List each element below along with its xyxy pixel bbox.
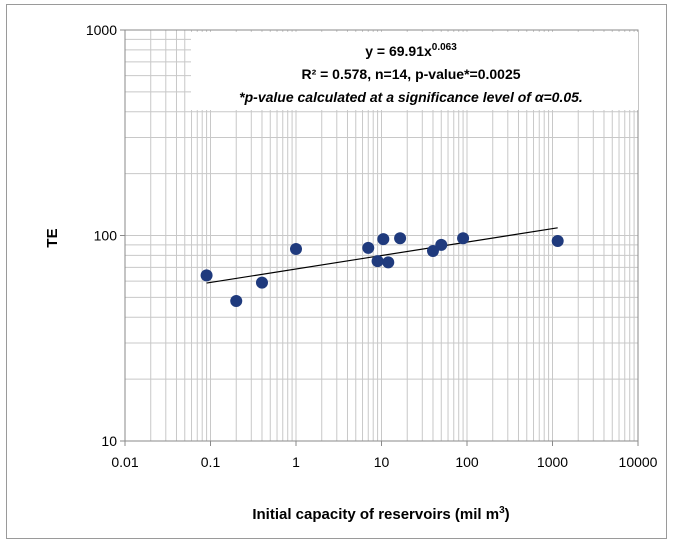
y-axis-title: TE [44,228,61,247]
data-point [377,233,390,246]
x-axis-title: Initial capacity of reservoirs (mil m3) [252,505,509,523]
x-tick-label: 1000 [537,454,568,470]
data-point [255,276,268,289]
pvalue-note: *p-value calculated at a significance le… [239,89,583,105]
data-point [435,238,448,251]
y-tick-label: 1000 [86,22,117,38]
data-point [362,241,375,254]
axis-ticks: 0.01 0.1 1 10 100 1000 10000 10 100 1000 [86,22,658,470]
x-tick-label: 10000 [619,454,658,470]
data-points [200,232,564,308]
data-point [230,295,243,308]
data-point [200,269,213,282]
x-tick-label: 100 [455,454,479,470]
x-tick-label: 0.01 [111,454,138,470]
trendline-layer [206,227,558,284]
data-point [290,242,302,255]
annotation-box [191,32,638,110]
x-tick-label: 1 [292,454,300,470]
equation-text: y = 69.91x0.063 [365,42,457,59]
x-tick-label: 0.1 [201,454,221,470]
x-tick-label: 10 [374,454,390,470]
stats-text: R² = 0.578, n=14, p-value*=0.0025 [301,66,520,82]
data-point [457,232,470,245]
data-point [551,235,564,248]
trendline [206,227,558,284]
data-point [394,232,407,245]
data-point [426,245,439,258]
y-tick-label: 10 [101,433,117,449]
data-point [371,255,384,268]
data-point [382,256,395,269]
y-tick-label: 100 [94,228,118,244]
